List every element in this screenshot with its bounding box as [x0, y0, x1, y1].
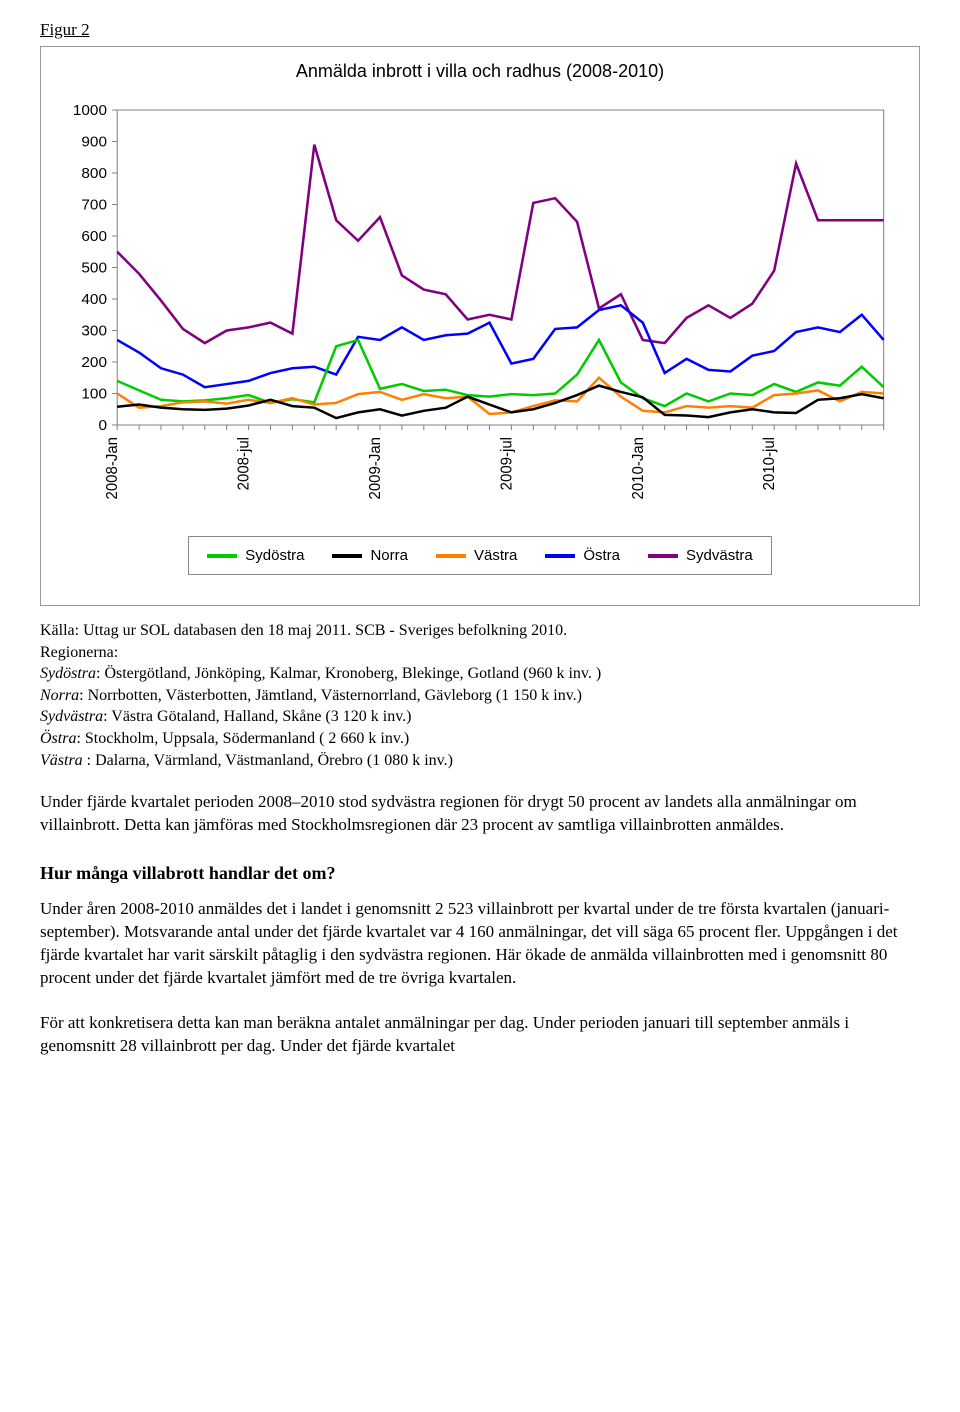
paragraph-1: Under fjärde kvartalet perioden 2008–201…: [40, 791, 920, 837]
paragraph-2: Under åren 2008-2010 anmäldes det i land…: [40, 898, 920, 990]
svg-text:2010-jul: 2010-jul: [761, 437, 778, 490]
svg-text:1000: 1000: [73, 102, 107, 119]
chart-container: Anmälda inbrott i villa och radhus (2008…: [40, 46, 920, 606]
svg-text:0: 0: [98, 417, 107, 434]
legend-label: Sydvästra: [686, 547, 753, 564]
legend-swatch: [207, 554, 237, 558]
legend-label: Sydöstra: [245, 547, 304, 564]
svg-text:200: 200: [81, 354, 107, 371]
svg-text:900: 900: [81, 134, 107, 151]
legend-item: Östra: [545, 547, 620, 564]
legend-item: Västra: [436, 547, 517, 564]
legend-label: Norra: [370, 547, 408, 564]
region-line: Sydöstra: Östergötland, Jönköping, Kalma…: [40, 663, 920, 685]
svg-text:2008-jul: 2008-jul: [235, 437, 252, 490]
region-line: Östra: Stockholm, Uppsala, Södermanland …: [40, 728, 920, 750]
region-name: Norra: [40, 687, 79, 704]
region-name: Östra: [40, 730, 76, 747]
source-block: Källa: Uttag ur SOL databasen den 18 maj…: [40, 620, 920, 771]
legend-swatch: [545, 554, 575, 558]
svg-text:400: 400: [81, 291, 107, 308]
legend-label: Östra: [583, 547, 620, 564]
source-line: Regionerna:: [40, 642, 920, 664]
svg-text:2010-Jan: 2010-Jan: [630, 437, 647, 500]
svg-text:300: 300: [81, 323, 107, 340]
paragraph-3: För att konkretisera detta kan man beräk…: [40, 1012, 920, 1058]
legend-swatch: [436, 554, 466, 558]
legend-item: Sydvästra: [648, 547, 753, 564]
svg-text:100: 100: [81, 386, 107, 403]
figure-label: Figur 2: [40, 20, 920, 40]
legend-swatch: [648, 554, 678, 558]
svg-text:700: 700: [81, 197, 107, 214]
chart-title: Anmälda inbrott i villa och radhus (2008…: [61, 61, 899, 82]
region-name: Västra: [40, 752, 87, 769]
heading-2: Hur många villabrott handlar det om?: [40, 863, 920, 884]
source-line: Källa: Uttag ur SOL databasen den 18 maj…: [40, 620, 920, 642]
region-line: Sydvästra: Västra Götaland, Halland, Skå…: [40, 706, 920, 728]
region-name: Sydvästra: [40, 708, 103, 725]
svg-text:600: 600: [81, 228, 107, 245]
legend-label: Västra: [474, 547, 517, 564]
legend-swatch: [332, 554, 362, 558]
legend-item: Norra: [332, 547, 408, 564]
line-chart: 0 100 200 300 400 500 600 700 800 900 1000 2008-Jan…: [61, 100, 899, 520]
svg-text:2009-Jan: 2009-Jan: [367, 437, 384, 500]
region-line: Västra : Dalarna, Värmland, Västmanland,…: [40, 750, 920, 772]
legend-item: Sydöstra: [207, 547, 304, 564]
svg-text:2008-Jan: 2008-Jan: [104, 437, 121, 500]
legend: Sydöstra Norra Västra Östra Sydvästra: [188, 536, 771, 575]
svg-text:2009-jul: 2009-jul: [498, 437, 515, 490]
region-line: Norra: Norrbotten, Västerbotten, Jämtlan…: [40, 685, 920, 707]
region-name: Sydöstra: [40, 665, 96, 682]
svg-text:500: 500: [81, 260, 107, 277]
svg-text:800: 800: [81, 165, 107, 182]
